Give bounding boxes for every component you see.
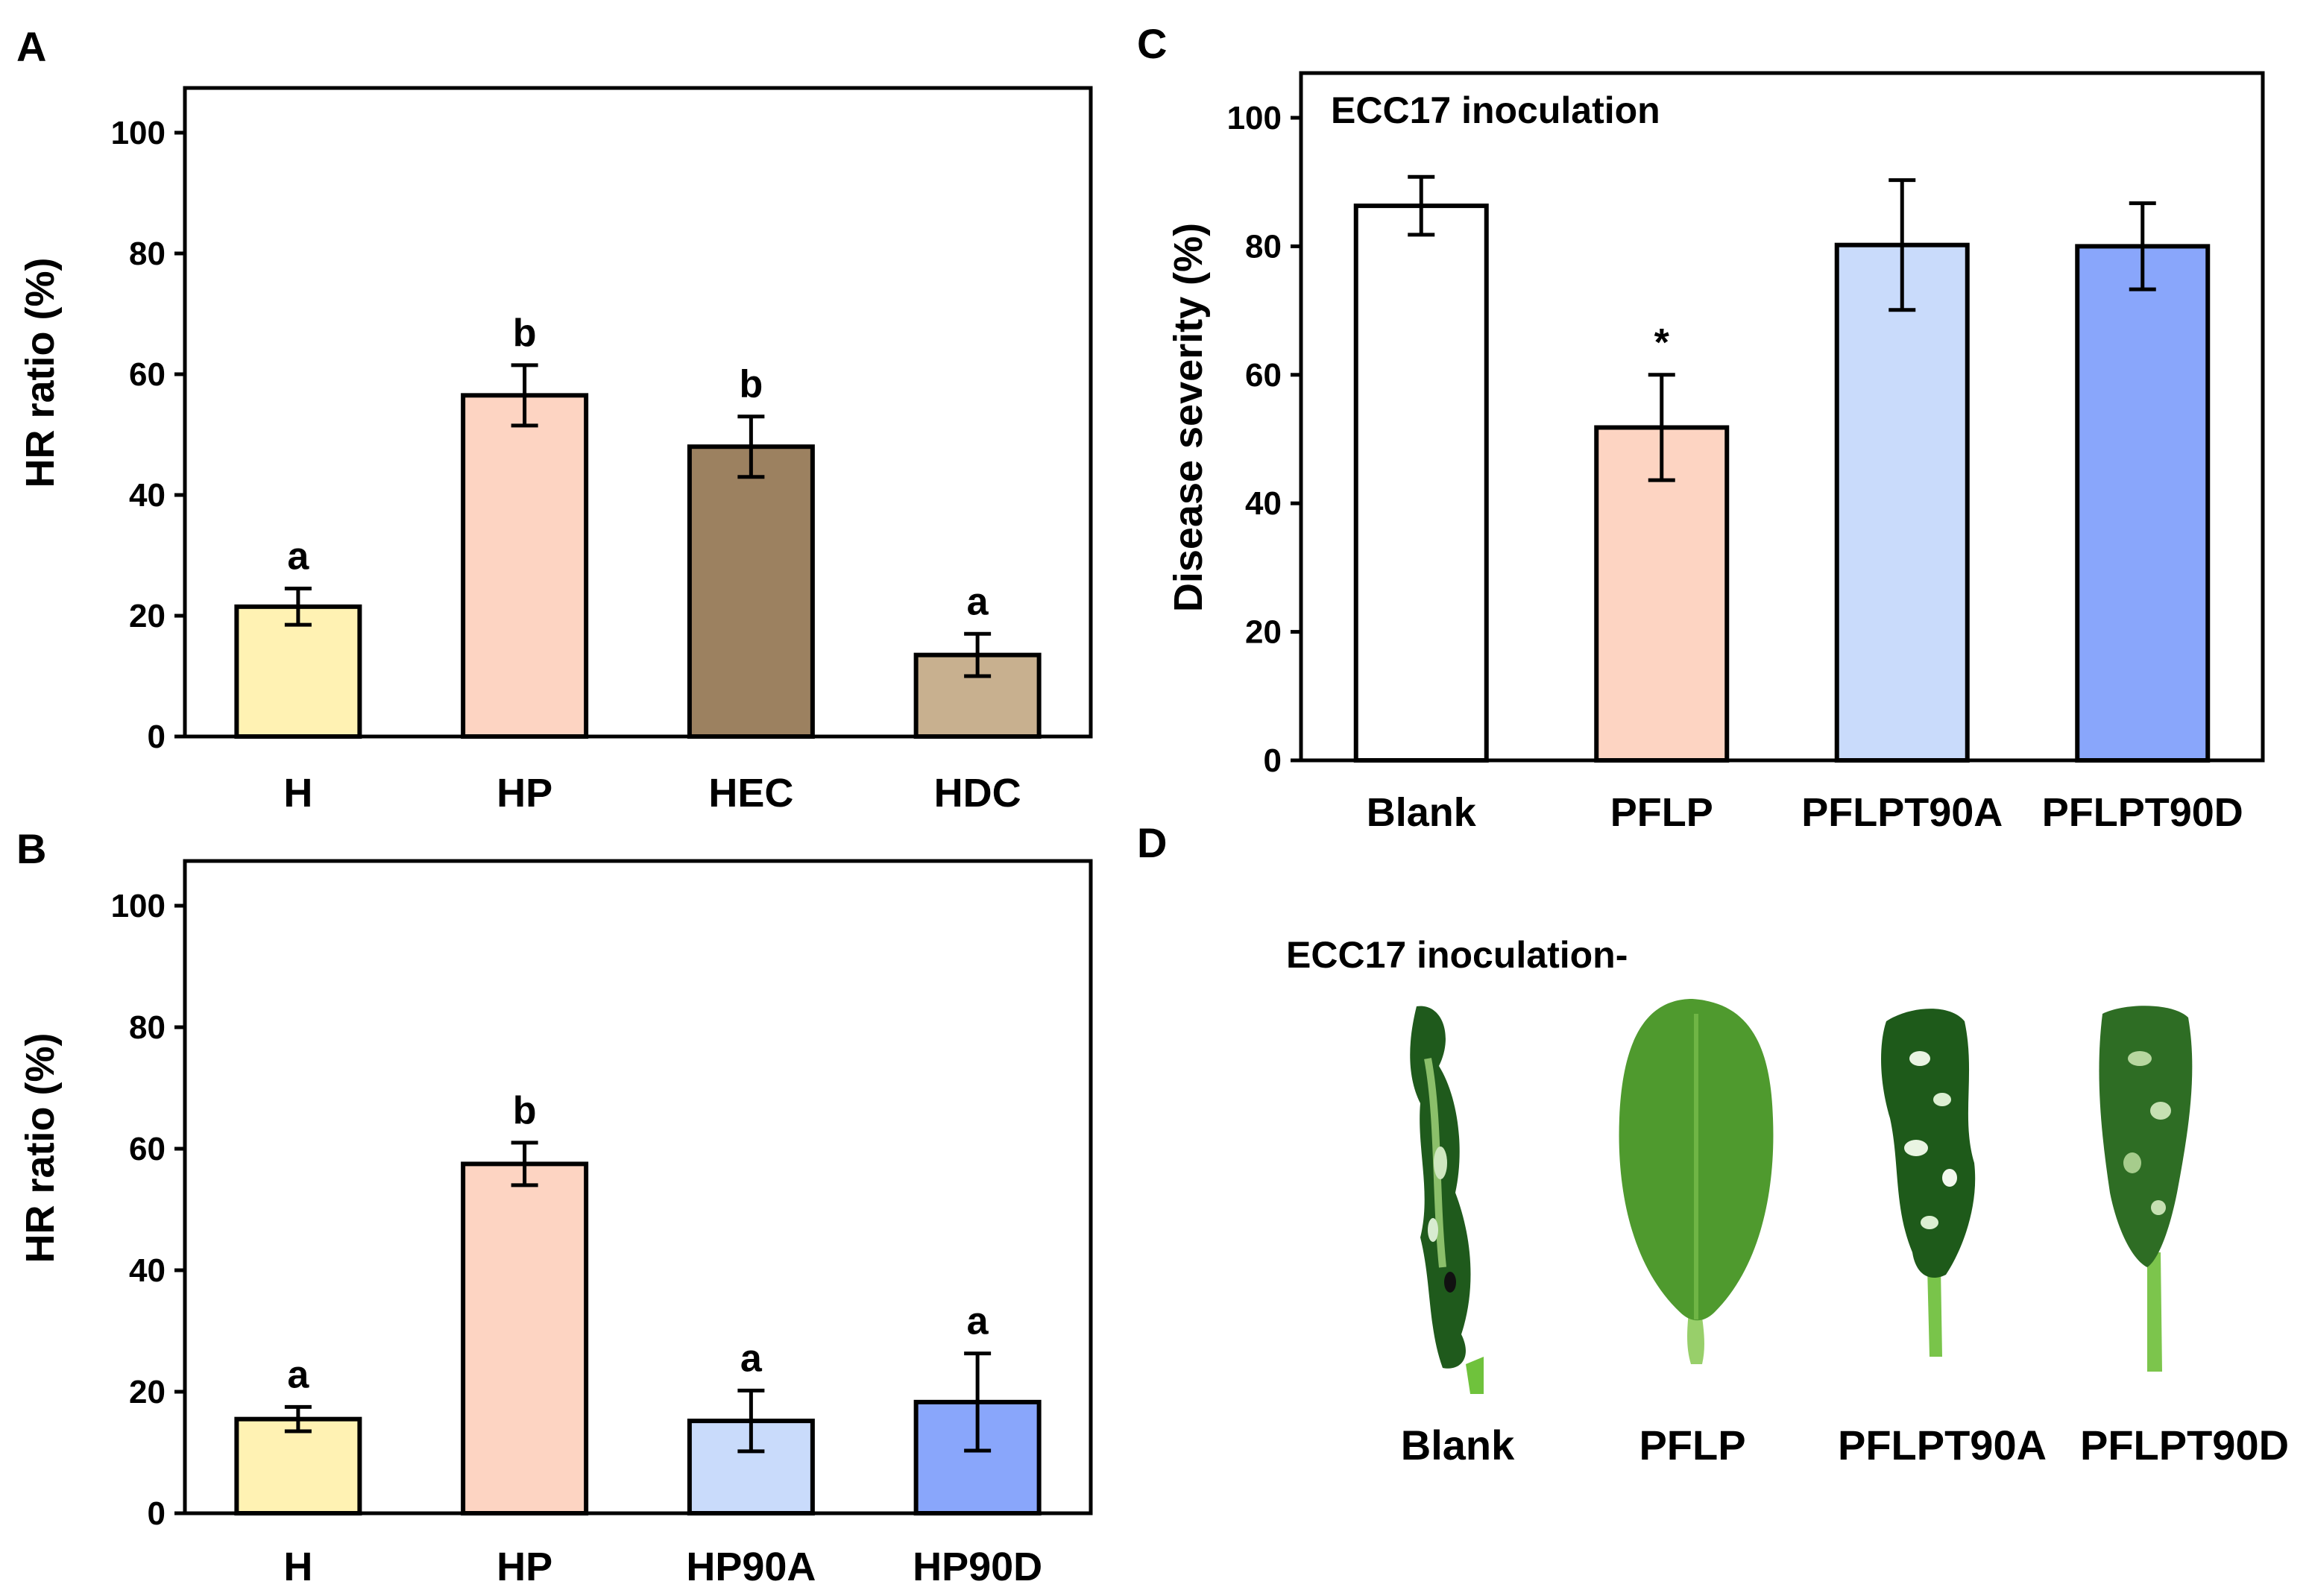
leaf-photo-blank [1410, 1006, 1484, 1394]
significance-label: b [513, 1089, 537, 1132]
category-label-hp90a: HP90A [686, 1545, 816, 1589]
panel-a: A HR ratio (%) 0 20 40 60 80 100 a Hb HP b HEC a HD… [16, 23, 1093, 816]
category-label-pflpt90a: PFLPT90A [1801, 790, 2003, 835]
panel-c: C Disease severity (%) ECC17 inoculation… [1137, 20, 2265, 835]
significance-label: a [287, 535, 309, 578]
y-tick-label: 80 [129, 1009, 166, 1046]
y-tick-label: 0 [148, 1495, 166, 1532]
y-tick-label: 20 [1245, 614, 1282, 651]
y-tick-label: 100 [111, 115, 166, 151]
panel-b-bars: a Hb HP a HP90A a HP90D [234, 1089, 1042, 1589]
significance-label: a [967, 580, 989, 623]
bar-pflpt90a [1834, 242, 1970, 763]
bar-blank [1353, 204, 1489, 763]
category-label-pflp: PFLP [1610, 790, 1713, 835]
panel-c-bars: Blank * PFLP PFLPT90A PFLPT90D [1353, 174, 2243, 835]
category-label-hp: HP [497, 771, 552, 816]
panel-d-title: ECC17 inoculation- [1286, 934, 1628, 976]
significance-label: * [1654, 321, 1670, 365]
panel-d: D ECC17 inoculation- Blank PFLP [1137, 819, 2289, 1469]
bar-pflpt90d [2075, 244, 2211, 763]
panel-c-y-axis-label: Disease severity (%) [1166, 223, 1211, 612]
category-label-hec: HEC [708, 771, 793, 816]
y-tick-label: 40 [1245, 485, 1282, 522]
panel-a-plot-frame [183, 86, 1093, 739]
y-tick-label: 80 [129, 236, 166, 272]
y-tick-label: 100 [111, 888, 166, 924]
category-label-hdc: HDC [934, 771, 1021, 816]
panel-c-y-ticks: 0 20 40 60 80 100 [1227, 100, 1301, 779]
leaf-label-blank: Blank [1401, 1422, 1515, 1469]
leaf-photo-pflpt90d [2099, 1006, 2193, 1372]
category-label-h: H [283, 1545, 312, 1589]
y-tick-label: 40 [129, 477, 166, 514]
panel-letter-a: A [16, 23, 46, 70]
y-tick-label: 20 [129, 598, 166, 634]
panel-a-y-axis-label: HR ratio (%) [18, 258, 63, 488]
bar-hec [687, 444, 815, 739]
panel-b-plot-frame [183, 859, 1093, 1515]
y-tick-label: 0 [1264, 742, 1282, 779]
panel-c-title: ECC17 inoculation [1331, 89, 1660, 131]
leaf-label-pflpt90d: PFLPT90D [2080, 1422, 2289, 1469]
y-tick-label: 60 [1245, 357, 1282, 394]
y-tick-label: 80 [1245, 228, 1282, 265]
bar-h [234, 1416, 362, 1516]
category-label-h: H [283, 771, 312, 816]
panel-letter-d: D [1137, 819, 1167, 866]
significance-label: a [740, 1337, 763, 1380]
leaf-label-pflp: PFLP [1639, 1422, 1745, 1469]
panel-letter-b: B [16, 825, 46, 872]
y-tick-label: 60 [129, 1131, 166, 1167]
y-tick-label: 20 [129, 1374, 166, 1410]
leaf-photo-pflp [1619, 999, 1774, 1364]
bar-hp [461, 393, 589, 739]
category-label-pflpt90d: PFLPT90D [2042, 790, 2243, 835]
category-label-hp90d: HP90D [913, 1545, 1042, 1589]
significance-label: b [739, 363, 763, 406]
y-tick-label: 40 [129, 1252, 166, 1289]
bar-hp [461, 1161, 589, 1515]
significance-label: a [967, 1300, 989, 1343]
panel-b-y-ticks: 0 20 40 60 80 100 [111, 888, 185, 1532]
leaf-label-pflpt90a: PFLPT90A [1838, 1422, 2047, 1469]
category-label-hp: HP [497, 1545, 552, 1589]
significance-label: b [513, 312, 537, 355]
significance-label: a [287, 1353, 309, 1396]
y-tick-label: 60 [129, 356, 166, 393]
y-tick-label: 0 [148, 719, 166, 755]
y-tick-label: 100 [1227, 100, 1282, 136]
panel-a-bars: a Hb HP b HEC a HDC [234, 312, 1042, 816]
panel-a-y-ticks: 0 20 40 60 80 100 [111, 115, 185, 755]
panel-letter-c: C [1137, 20, 1167, 67]
panel-b-y-axis-label: HR ratio (%) [18, 1033, 63, 1264]
panel-c-plot-frame [1299, 71, 2265, 763]
leaf-photo-pflpt90a [1881, 1009, 1976, 1357]
category-label-blank: Blank [1367, 790, 1477, 835]
